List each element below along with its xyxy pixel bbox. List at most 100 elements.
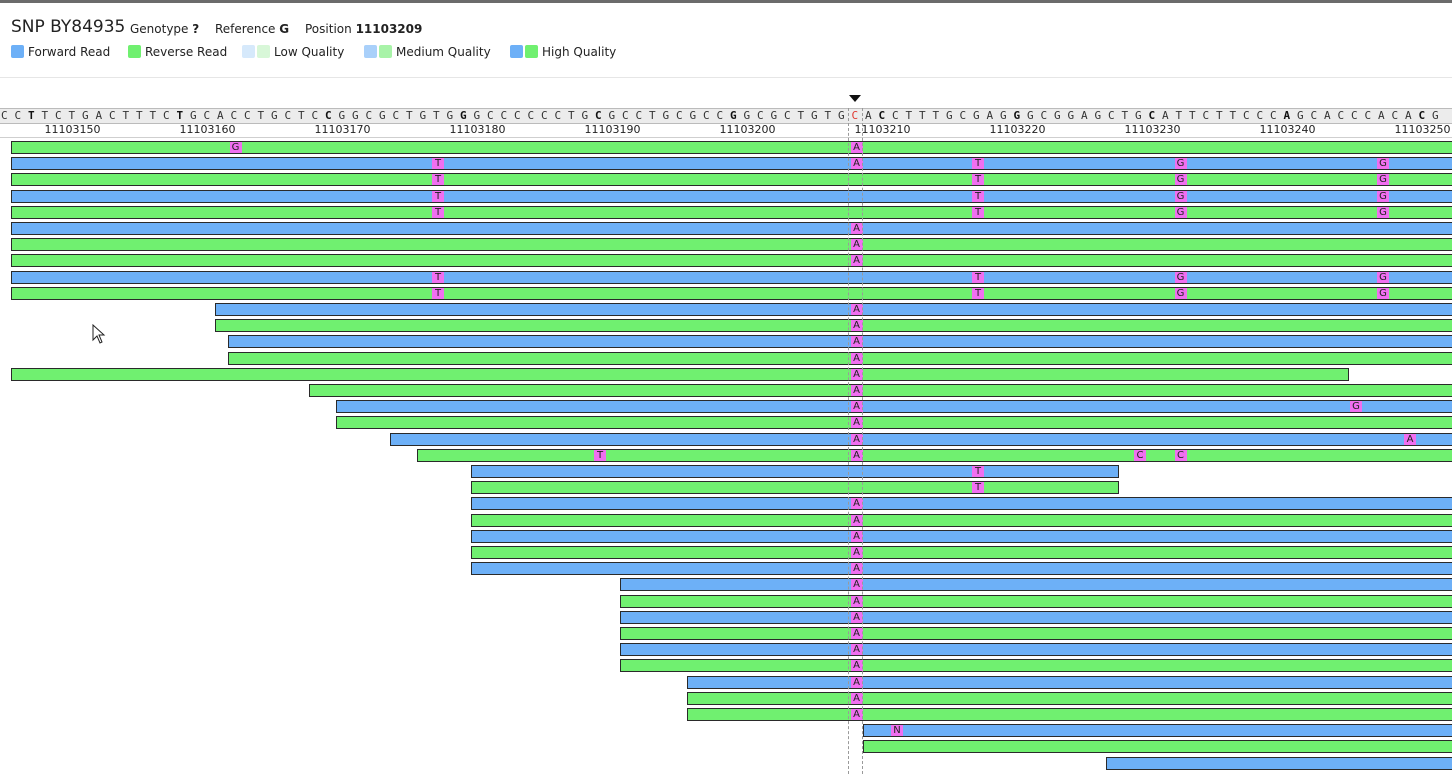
mismatch-base: G <box>1174 272 1187 283</box>
forward-read[interactable]: A <box>228 335 1452 348</box>
mismatch-base: T <box>972 466 984 477</box>
reference-base: C <box>311 109 319 122</box>
mismatch-base: A <box>850 304 863 315</box>
reference-base: G <box>810 109 818 122</box>
forward-read[interactable]: T <box>471 465 1119 478</box>
forward-read[interactable]: A <box>214 303 1452 316</box>
reference-base: C <box>365 109 373 122</box>
forward-read[interactable]: A <box>471 497 1452 510</box>
reverse-read[interactable] <box>862 740 1452 753</box>
medium-quality-reverse-swatch <box>379 45 392 58</box>
reference-base: C <box>594 109 602 122</box>
reference-base: C <box>1202 109 1210 122</box>
position-info: Position 11103209 <box>305 22 422 36</box>
mismatch-base: T <box>432 174 444 185</box>
reference-base: C <box>959 109 967 122</box>
forward-read[interactable]: A <box>471 562 1452 575</box>
reverse-read[interactable]: A <box>11 368 1349 381</box>
reference-base: T <box>905 109 913 122</box>
mismatch-base: A <box>850 320 863 331</box>
forward-read[interactable]: A <box>619 578 1452 591</box>
forward-read[interactable]: A <box>619 643 1452 656</box>
coordinate-label: 11103160 <box>179 123 236 136</box>
reverse-read[interactable]: A <box>214 319 1452 332</box>
forward-read[interactable]: A <box>619 611 1452 624</box>
reference-base: G <box>770 109 778 122</box>
mismatch-base: T <box>972 272 984 283</box>
reference-base: C <box>1040 109 1048 122</box>
reference-base: A <box>1404 109 1412 122</box>
coordinate-label: 11103210 <box>854 123 911 136</box>
reverse-read[interactable]: A <box>11 238 1452 251</box>
reverse-read[interactable]: T <box>471 481 1119 494</box>
reference-base: A <box>986 109 994 122</box>
reference-base: T <box>27 109 35 122</box>
position-label: Position <box>305 22 352 36</box>
reverse-read[interactable]: A <box>11 254 1452 267</box>
mismatch-base: G <box>1377 272 1389 283</box>
reference-base: G <box>270 109 278 122</box>
reverse-read[interactable]: A <box>619 627 1452 640</box>
reference-base: G <box>743 109 751 122</box>
forward-read[interactable]: A <box>471 530 1452 543</box>
mismatch-base: A <box>850 385 863 396</box>
reverse-read[interactable]: A <box>471 514 1452 527</box>
reference-value: G <box>279 22 290 36</box>
reference-base: G <box>1026 109 1034 122</box>
reference-base: G <box>189 109 197 122</box>
reference-base: G <box>689 109 697 122</box>
reference-base: C <box>230 109 238 122</box>
reference-base: G <box>608 109 616 122</box>
reference-base: C <box>891 109 899 122</box>
forward-read[interactable]: A <box>687 676 1452 689</box>
reference-base: G <box>81 109 89 122</box>
legend-label: Reverse Read <box>145 45 228 59</box>
reference-base: C <box>486 109 494 122</box>
reference-base: G <box>1013 109 1021 122</box>
coordinate-label: 11103190 <box>584 123 641 136</box>
mismatch-base: T <box>432 272 444 283</box>
coordinate-label: 11103240 <box>1259 123 1316 136</box>
legend-label: High Quality <box>542 45 617 59</box>
mismatch-base: G <box>1174 158 1187 169</box>
legend-label: Forward Read <box>28 45 111 59</box>
reverse-read[interactable]: A <box>687 692 1452 705</box>
mismatch-base: T <box>432 158 444 169</box>
reverse-read[interactable]: A <box>471 546 1452 559</box>
mismatch-base: A <box>850 531 863 542</box>
mismatch-base: A <box>850 612 863 623</box>
reverse-read[interactable]: A <box>309 384 1452 397</box>
legend-low-quality: Low Quality <box>242 44 344 60</box>
reference-base: A <box>1080 109 1088 122</box>
reference-base: G <box>662 109 670 122</box>
snp-column-right-guide <box>862 108 863 774</box>
reverse-read[interactable]: A <box>228 352 1452 365</box>
mouse-pointer-icon <box>92 324 106 344</box>
forward-read[interactable] <box>1105 757 1452 770</box>
reference-base: C <box>527 109 535 122</box>
reverse-read[interactable]: A <box>687 708 1452 721</box>
reference-base: C <box>14 109 22 122</box>
reverse-read[interactable]: A <box>336 416 1452 429</box>
forward-read[interactable]: N <box>862 724 1452 737</box>
mismatch-base: A <box>850 369 863 380</box>
low-quality-reverse-swatch <box>257 45 270 58</box>
reference-base: C <box>540 109 548 122</box>
mismatch-base: A <box>850 628 863 639</box>
reverse-read[interactable]: A <box>619 659 1452 672</box>
reverse-read[interactable]: A <box>619 595 1452 608</box>
mismatch-base: C <box>1134 450 1146 461</box>
forward-read[interactable]: A <box>11 222 1452 235</box>
reference-base: A <box>1377 109 1385 122</box>
